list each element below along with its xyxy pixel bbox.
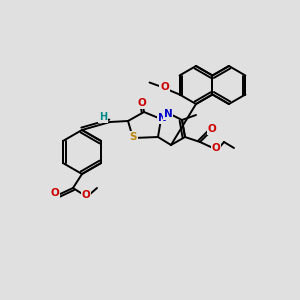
Text: O: O	[208, 124, 216, 134]
Text: N: N	[158, 113, 166, 123]
Text: H: H	[99, 112, 107, 122]
Text: N: N	[164, 109, 172, 119]
Text: O: O	[160, 82, 169, 92]
Text: S: S	[129, 132, 137, 142]
Text: O: O	[212, 143, 220, 153]
Text: O: O	[82, 190, 90, 200]
Text: O: O	[138, 98, 146, 108]
Text: O: O	[51, 188, 59, 198]
